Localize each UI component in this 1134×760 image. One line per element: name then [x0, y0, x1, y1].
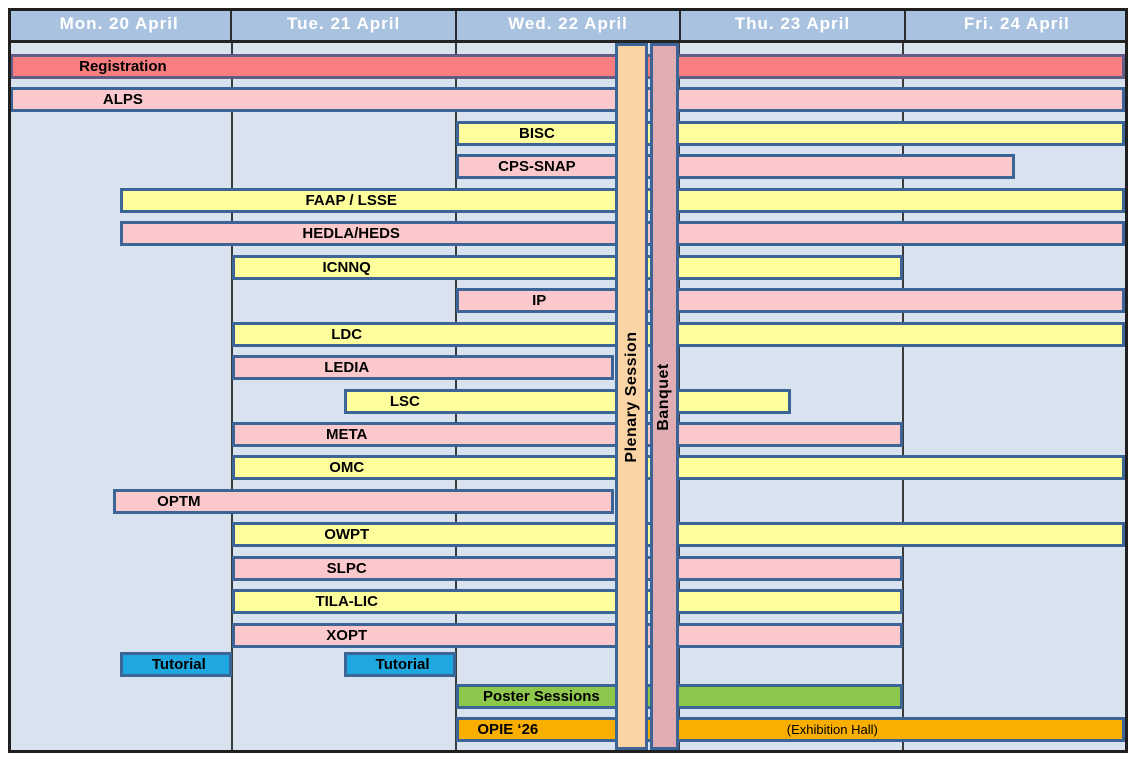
day-header-row: Mon. 20 April Tue. 21 April Wed. 22 Apri… — [8, 8, 1128, 43]
exhibition-hall-label: (Exhibition Hall) — [786, 722, 878, 737]
session-bar-opie-26: OPIE ‘26 (Exhibition Hall) — [455, 717, 1125, 742]
session-bar-label: OPIE ‘26 — [477, 721, 539, 738]
column-gridline — [230, 43, 233, 750]
session-bar-tutorial: Tutorial — [343, 652, 456, 677]
schedule-chart: Mon. 20 April Tue. 21 April Wed. 22 Apri… — [8, 8, 1128, 753]
session-bar-icnnq: ICNNQ — [231, 254, 904, 280]
session-bar-label: FAAP / LSSE — [305, 191, 397, 209]
session-bar-xopt: XOPT — [231, 622, 904, 648]
session-bar-ip: IP — [455, 288, 1125, 314]
plenary-session-label: Plenary Session — [622, 330, 640, 463]
banquet-label: Banquet — [655, 362, 673, 431]
session-bar-label: HEDLA/HEDS — [302, 225, 400, 243]
session-bar-label: LSC — [389, 392, 420, 410]
session-bar-meta: META — [231, 421, 904, 447]
session-bar-tila-lic: TILA-LIC — [231, 589, 904, 615]
day-header-fri: Fri. 24 April — [903, 8, 1128, 40]
session-bar-label: Registration — [79, 58, 167, 75]
session-bar-label: TILA-LIC — [315, 593, 378, 611]
session-bar-label: ICNNQ — [322, 258, 371, 276]
session-bar-alps: ALPS — [10, 87, 1125, 113]
session-bar-label: BISC — [519, 124, 555, 142]
session-bar-registration: Registration — [10, 54, 1125, 79]
session-bar-label: Tutorial — [151, 656, 206, 673]
session-bar-label: XOPT — [326, 626, 368, 644]
session-bar-tutorial: Tutorial — [119, 652, 232, 677]
banquet-bar: Banquet — [649, 43, 679, 750]
session-bar-label: LEDIA — [324, 359, 370, 377]
session-bar-label: META — [325, 425, 368, 443]
session-bar-label: SLPC — [326, 559, 367, 577]
session-bar-cps-snap: CPS-SNAP — [455, 154, 1016, 180]
session-bar-label: OMC — [329, 459, 365, 477]
session-bar-label: LDC — [331, 325, 363, 343]
session-bar-poster-sessions: Poster Sessions — [455, 684, 904, 709]
session-bar-label: OPTM — [157, 492, 201, 510]
session-bar-label: ALPS — [102, 91, 143, 109]
session-bar-label: Poster Sessions — [483, 688, 600, 705]
day-header-thu: Thu. 23 April — [679, 8, 903, 40]
session-bar-label: OWPT — [324, 526, 370, 544]
session-bar-slpc: SLPC — [231, 555, 904, 581]
session-bar-lsc: LSC — [343, 388, 792, 414]
session-bar-ledia: LEDIA — [231, 355, 615, 381]
column-gridline — [902, 43, 905, 750]
session-bar-label: Tutorial — [375, 656, 430, 673]
day-header-mon: Mon. 20 April — [59, 14, 179, 33]
session-bar-bisc: BISC — [455, 120, 1125, 146]
day-header-wed: Wed. 22 April — [454, 8, 679, 40]
plenary-session-bar: Plenary Session — [614, 43, 649, 750]
session-bar-label: CPS-SNAP — [498, 158, 576, 176]
session-bar-label: IP — [532, 292, 547, 310]
day-header-tue: Tue. 21 April — [230, 8, 454, 40]
session-bar-optm: OPTM — [113, 488, 615, 514]
